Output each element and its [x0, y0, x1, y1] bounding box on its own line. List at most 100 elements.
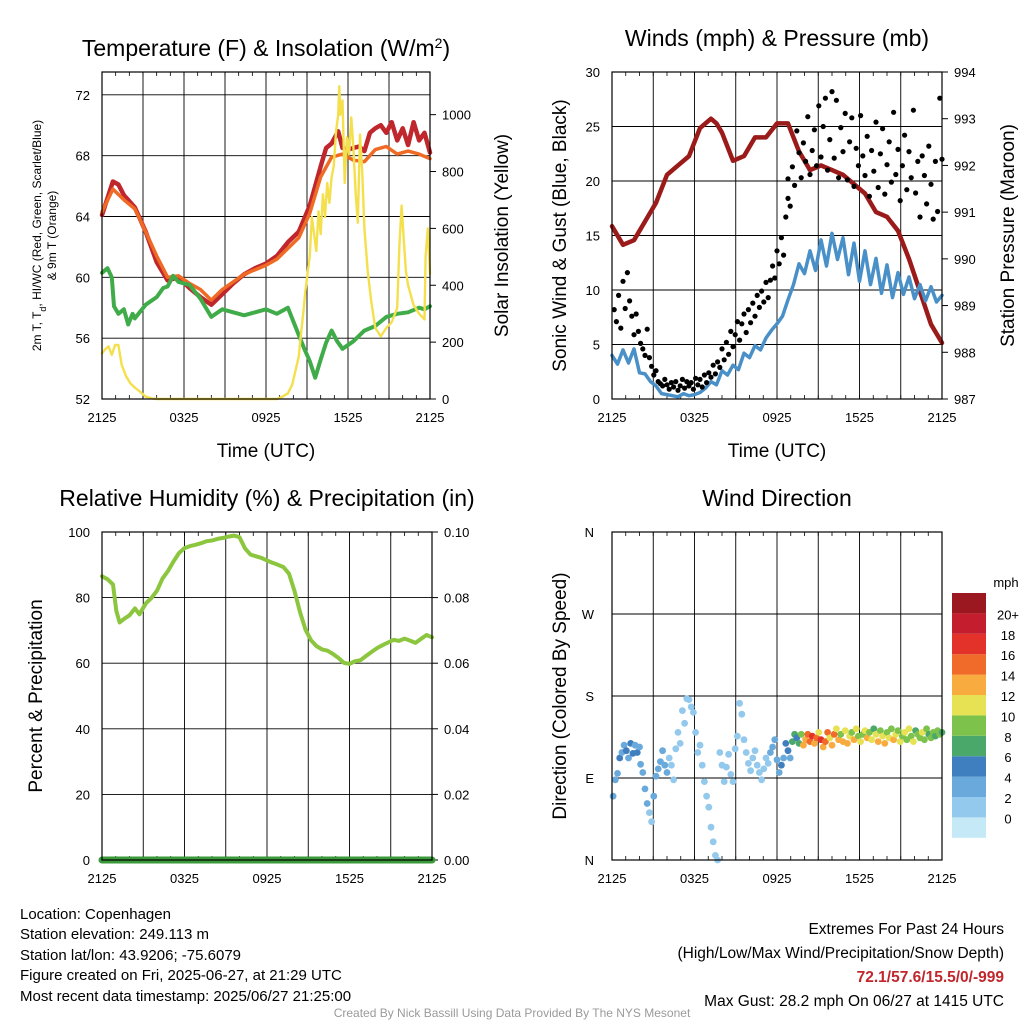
gust-point	[664, 382, 670, 388]
gust-point	[721, 357, 727, 363]
direction-point	[725, 750, 732, 758]
legend-swatch	[952, 817, 986, 838]
gust-point	[921, 172, 928, 179]
gust-point	[899, 163, 906, 169]
legend-swatch	[952, 593, 986, 614]
gust-point	[924, 201, 930, 207]
gust-point	[743, 329, 749, 336]
gust-point	[902, 132, 908, 138]
y2-tick-label: 600	[442, 221, 464, 236]
gust-point	[937, 95, 943, 101]
gust-point	[677, 383, 683, 389]
gust-point	[877, 151, 884, 157]
direction-point	[784, 747, 792, 755]
direction-point	[705, 803, 713, 811]
y2-tick-label: 992	[954, 158, 976, 173]
chart-title: Temperature (F) & Insolation (W/m2)	[82, 35, 450, 61]
direction-point	[696, 741, 704, 749]
y2-tick-label: 1000	[442, 108, 471, 123]
series-solar	[100, 85, 432, 401]
x-tick-label: 0325	[680, 410, 709, 425]
direction-point	[659, 747, 666, 755]
gust-point	[796, 150, 802, 156]
legend-label: 0	[1004, 811, 1011, 826]
direction-point	[698, 761, 706, 769]
gust-point	[778, 235, 785, 241]
direction-point	[896, 738, 904, 745]
direction-point	[758, 776, 765, 784]
y-tick-label: N	[585, 853, 594, 868]
gust-point	[827, 137, 833, 143]
legend-label: 6	[1004, 750, 1011, 765]
direction-point	[681, 719, 688, 727]
gust-point	[726, 351, 732, 357]
gust-point	[644, 326, 650, 332]
direction-point	[648, 818, 655, 826]
extremes-title: Extremes For Past 24 Hours	[808, 921, 1004, 938]
gust-point	[723, 339, 730, 345]
gust-point	[851, 183, 857, 189]
direction-point	[815, 729, 823, 736]
legend-swatch	[952, 715, 986, 736]
y2-axis-label: Solar Insolation (Yellow)	[492, 134, 513, 337]
gust-point	[622, 305, 628, 312]
legend-label: 20+	[997, 607, 1019, 622]
direction-point	[652, 772, 660, 780]
gust-point	[651, 372, 657, 378]
direction-point	[736, 699, 743, 707]
direction-point	[824, 729, 831, 736]
gust-point	[704, 380, 710, 386]
direction-point	[654, 765, 662, 773]
direction-point	[616, 754, 624, 762]
gust-point	[774, 248, 780, 254]
gust-point	[785, 195, 791, 201]
gust-point	[754, 292, 760, 298]
gust-point	[684, 379, 690, 385]
gust-point	[792, 182, 798, 188]
direction-point	[921, 736, 928, 744]
gust-point	[693, 375, 699, 381]
gust-point	[917, 214, 923, 220]
gust-point	[734, 319, 741, 325]
x-tick-label: 2125	[598, 871, 627, 886]
x-tick-label: 1525	[845, 410, 874, 425]
y2-tick-label: 400	[442, 278, 464, 293]
series-pressure	[609, 116, 945, 346]
direction-point	[670, 776, 677, 784]
gust-point	[809, 147, 815, 154]
direction-point	[830, 730, 838, 738]
extremes-subtitle: (High/Low/Max Wind/Precipitation/Snow De…	[677, 945, 1005, 962]
direction-point	[923, 725, 930, 733]
gust-point	[913, 190, 919, 196]
gust-point	[701, 372, 708, 378]
direction-point	[701, 778, 708, 785]
gust-point	[646, 355, 653, 361]
gust-point	[904, 187, 910, 193]
direction-point	[625, 754, 632, 762]
gust-point	[886, 139, 892, 145]
y-tick-label: 5	[593, 338, 600, 353]
gust-point	[803, 158, 809, 164]
direction-point	[611, 776, 619, 784]
plot-border	[101, 531, 433, 861]
y-tick-label: S	[585, 689, 594, 704]
gust-point	[666, 386, 672, 392]
gust-point	[928, 181, 934, 187]
direction-point	[747, 767, 754, 775]
gust-point	[873, 119, 879, 125]
gust-point	[847, 139, 853, 145]
gust-point	[910, 107, 917, 113]
gust-point	[789, 164, 796, 170]
gust-point	[770, 263, 776, 269]
gust-point	[800, 140, 807, 146]
x-tick-label: 2125	[928, 871, 957, 886]
gust-point	[631, 332, 637, 338]
gust-point	[737, 337, 743, 343]
direction-point	[614, 770, 621, 777]
gust-point	[833, 97, 840, 103]
y2-tick-label: 800	[442, 165, 464, 180]
direction-point	[907, 732, 915, 740]
direction-point	[828, 741, 836, 749]
direction-point	[731, 745, 739, 753]
x-tick-label: 2125	[418, 871, 447, 886]
